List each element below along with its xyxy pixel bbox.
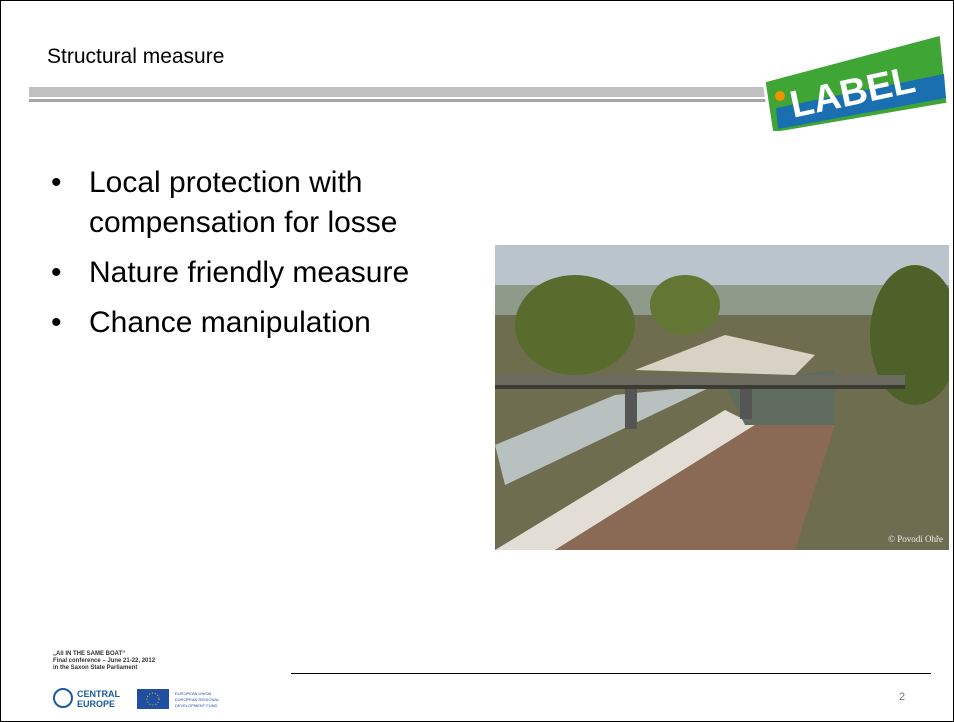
central-logo: EUROPE — [77, 699, 115, 709]
photo: © Povodí Ohře — [495, 245, 949, 550]
footer-line: in the Saxon State Parliament — [53, 665, 155, 672]
footer-logos: CENTRAL EUROPE EUROPEAN UNION EUROPEAN R… — [53, 687, 253, 711]
footer-line: „All IN THE SAME BOAT“ — [53, 651, 155, 658]
eu-logo: DEVELOPMENT FUND — [175, 703, 217, 708]
slide-title: Structural measure — [47, 45, 224, 69]
bullet: Local protection with compensation for l… — [51, 163, 471, 243]
footer-text: „All IN THE SAME BOAT“ Final conference … — [53, 651, 155, 672]
title-bar — [29, 99, 769, 102]
footer-line: Final conference – June 21-22, 2012 — [53, 658, 155, 665]
footer-rule — [291, 673, 931, 674]
label-logo: LABEL LABE-ELBE Adaptation to flood risk — [756, 26, 951, 131]
eu-logo: EUROPEAN UNION — [175, 691, 212, 696]
bullet: Nature friendly measure — [51, 253, 471, 293]
central-logo: CENTRAL — [77, 689, 120, 699]
bullet-list: Local protection with compensation for l… — [51, 163, 471, 353]
photo-credit: © Povodí Ohře — [888, 534, 943, 544]
title-bar — [29, 87, 769, 97]
slide: Structural measure LABEL LABE-ELBE Adapt… — [0, 0, 954, 722]
eu-logo: EUROPEAN REGIONAL — [175, 697, 220, 702]
bullet: Chance manipulation — [51, 303, 471, 343]
page-number: 2 — [899, 691, 905, 703]
